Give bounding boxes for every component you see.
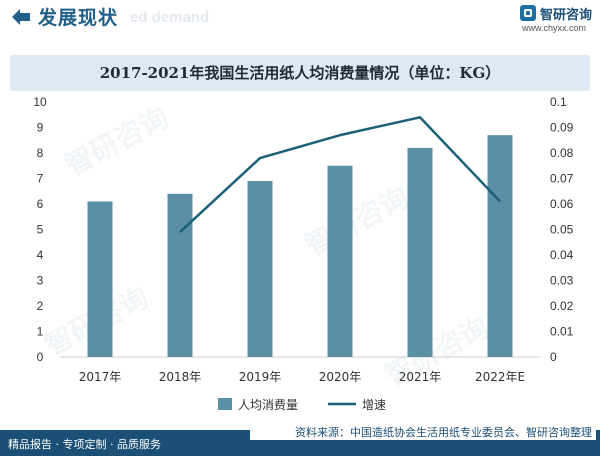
y-left-tick-label: 4 <box>37 248 44 262</box>
y-right-tick-label: 0.03 <box>550 274 574 288</box>
y-right-tick-label: 0.01 <box>550 325 574 339</box>
y-right-tick-label: 0.09 <box>550 121 574 135</box>
y-left-tick-label: 0 <box>37 350 44 364</box>
y-left-tick-label: 3 <box>37 274 44 288</box>
y-left-tick-label: 9 <box>37 121 44 135</box>
x-tick-label: 2018年 <box>159 370 202 384</box>
chart-title-band: 2017-2021年我国生活用纸人均消费量情况（单位：KG） <box>10 55 590 91</box>
x-tick-label: 2020年 <box>319 370 362 384</box>
source-note: 资料来源：中国造纸协会生活用纸专业委员会、智研咨询整理 <box>250 424 596 440</box>
logo-icon <box>520 5 536 21</box>
y-right-tick-label: 0.1 <box>550 95 567 109</box>
chart-title: 2017-2021年我国生活用纸人均消费量情况（单位：KG） <box>99 64 501 82</box>
y-right-tick-label: 0.04 <box>550 248 574 262</box>
x-tick-label: 2017年 <box>79 370 122 384</box>
y-right-tick-label: 0.06 <box>550 197 574 211</box>
y-right-tick-label: 0.07 <box>550 172 574 186</box>
y-left-tick-label: 8 <box>37 146 44 160</box>
legend-bar-swatch <box>218 398 232 410</box>
header-ghost-text: ed demand <box>130 9 210 26</box>
legend-bar-label: 人均消费量 <box>238 398 298 412</box>
footer-slogan: 精品报告 · 专项定制 · 品质服务 <box>8 438 161 451</box>
legend-line-label: 增速 <box>362 398 386 412</box>
y-left-tick-label: 7 <box>37 172 44 186</box>
logo-url: www.chyxx.com <box>522 23 587 33</box>
y-right-tick-label: 0.08 <box>550 146 574 160</box>
bar <box>167 193 193 357</box>
x-tick-label: 2021年 <box>399 370 442 384</box>
header-bar: 发展现状 ed demand 智研咨询 www.chyxx.com <box>0 0 600 36</box>
bar <box>487 135 513 357</box>
logo-name: 智研咨询 <box>540 8 593 23</box>
y-right-tick-label: 0 <box>550 350 557 364</box>
x-tick-label: 2019年 <box>239 370 282 384</box>
y-left-tick-label: 5 <box>37 223 44 237</box>
bar <box>87 201 113 357</box>
bar <box>247 181 273 357</box>
brand-logo: 智研咨询 www.chyxx.com <box>520 4 596 36</box>
bar <box>327 165 353 357</box>
x-tick-label: 2022年E <box>475 370 525 384</box>
y-right-tick-label: 0.02 <box>550 299 574 313</box>
y-left-tick-label: 6 <box>37 197 44 211</box>
section-title: 发展现状 <box>38 7 119 29</box>
y-left-tick-label: 10 <box>33 95 47 109</box>
y-right-tick-label: 0.05 <box>550 223 574 237</box>
y-left-tick-label: 2 <box>37 299 44 313</box>
bar <box>407 147 433 357</box>
y-left-tick-label: 1 <box>37 325 44 339</box>
header-arrow-icon <box>12 9 30 25</box>
